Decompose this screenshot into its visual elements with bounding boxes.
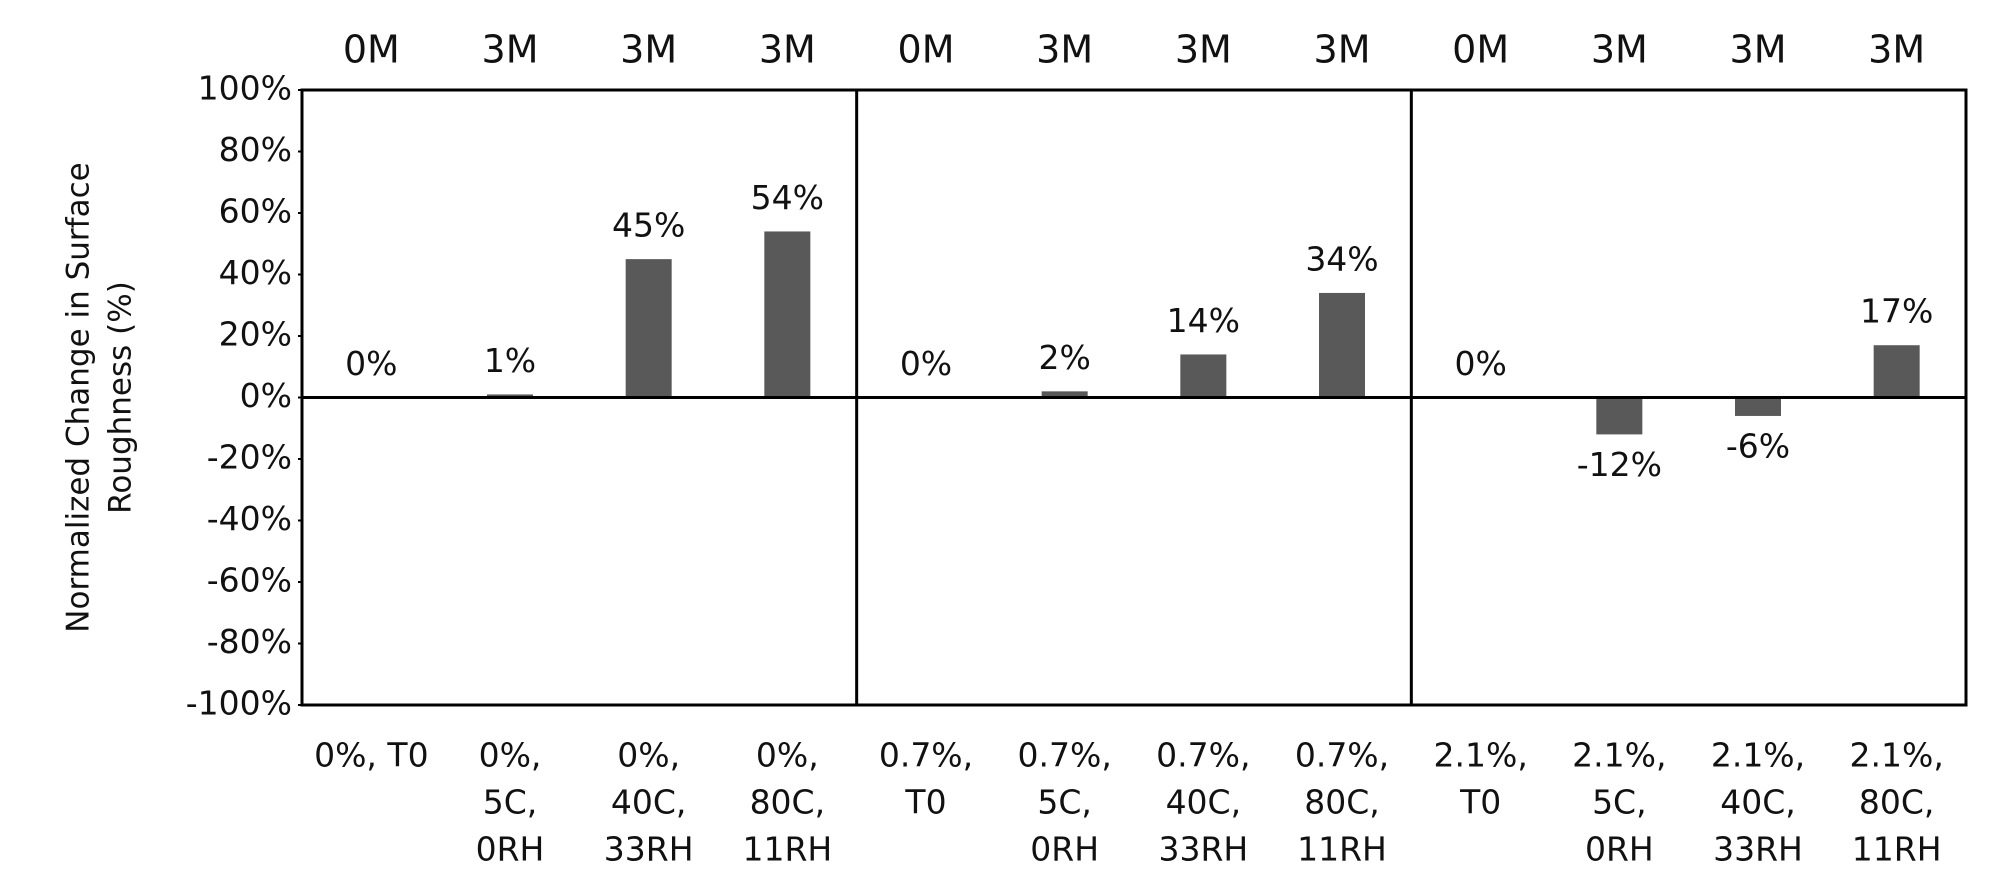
value-label: 45% bbox=[612, 206, 685, 245]
x-tick-label: 40C, bbox=[1166, 783, 1242, 822]
x-tick-label: 2.1%, bbox=[1434, 736, 1528, 775]
bar bbox=[764, 231, 811, 398]
x-tick-label: 2.1%, bbox=[1711, 736, 1805, 775]
x-tick-label: 33RH bbox=[604, 830, 694, 869]
x-tick-label: 0RH bbox=[1030, 830, 1099, 869]
bar bbox=[1873, 345, 1920, 398]
x-tick-label: 0.7%, bbox=[1156, 736, 1250, 775]
x-tick-label: 40C, bbox=[1720, 783, 1796, 822]
y-axis-title: Normalized Change in Surface bbox=[61, 162, 97, 632]
x-tick-label: 0.7%, bbox=[879, 736, 973, 775]
y-axis-title: Roughness (%) bbox=[103, 281, 139, 514]
top-label: 3M bbox=[1175, 28, 1232, 72]
x-tick-label: 0RH bbox=[476, 830, 545, 869]
top-label: 3M bbox=[620, 28, 677, 72]
value-label: 2% bbox=[1038, 338, 1090, 377]
x-tick-label: 0%, bbox=[617, 736, 680, 775]
y-tick-label: 40% bbox=[219, 253, 292, 292]
bar bbox=[1735, 397, 1781, 416]
value-label: -6% bbox=[1726, 426, 1790, 465]
x-tick-label: T0 bbox=[1459, 783, 1501, 822]
x-tick-label: 0.7%, bbox=[1018, 736, 1112, 775]
bar bbox=[1596, 397, 1643, 435]
bar bbox=[625, 259, 672, 398]
y-tick-label: 80% bbox=[219, 130, 292, 169]
x-tick-label: 33RH bbox=[1713, 830, 1803, 869]
x-tick-label: 0RH bbox=[1585, 830, 1654, 869]
value-label: 14% bbox=[1167, 301, 1240, 340]
x-tick-label: 40C, bbox=[611, 783, 687, 822]
x-tick-label: 2.1%, bbox=[1850, 736, 1944, 775]
top-label: 0M bbox=[1452, 28, 1509, 72]
x-tick-label: 11RH bbox=[1852, 830, 1942, 869]
top-label: 3M bbox=[1868, 28, 1925, 72]
top-label: 0M bbox=[343, 28, 400, 72]
top-label: 3M bbox=[1730, 28, 1787, 72]
value-label: 0% bbox=[345, 344, 397, 383]
y-tick-label: -20% bbox=[207, 438, 292, 477]
value-label: 17% bbox=[1860, 292, 1933, 331]
y-tick-label: -100% bbox=[186, 684, 292, 723]
bar bbox=[1180, 354, 1227, 398]
y-tick-label: 0% bbox=[240, 376, 292, 415]
top-label: 3M bbox=[1314, 28, 1371, 72]
x-tick-label: 80C, bbox=[750, 783, 826, 822]
value-label: 54% bbox=[751, 178, 824, 217]
value-label: 0% bbox=[1454, 344, 1506, 383]
x-tick-label: 11RH bbox=[1297, 830, 1387, 869]
y-tick-label: -60% bbox=[207, 561, 292, 600]
top-label: 3M bbox=[482, 28, 539, 72]
y-tick-label: -40% bbox=[207, 499, 292, 538]
y-tick-label: 100% bbox=[198, 69, 292, 108]
top-label: 3M bbox=[1036, 28, 1093, 72]
value-label: 1% bbox=[484, 341, 536, 380]
x-tick-label: 5C, bbox=[1592, 783, 1647, 822]
x-tick-label: 5C, bbox=[1037, 783, 1092, 822]
y-tick-label: 60% bbox=[219, 192, 292, 231]
x-tick-label: T0 bbox=[904, 783, 946, 822]
x-tick-label: 80C, bbox=[1859, 783, 1935, 822]
x-tick-label: 33RH bbox=[1158, 830, 1248, 869]
bar bbox=[1319, 292, 1365, 398]
top-label: 3M bbox=[1591, 28, 1648, 72]
value-label: 34% bbox=[1305, 239, 1378, 278]
x-tick-label: 2.1%, bbox=[1572, 736, 1666, 775]
x-tick-label: 0.7%, bbox=[1295, 736, 1389, 775]
x-tick-label: 11RH bbox=[742, 830, 832, 869]
top-label: 3M bbox=[759, 28, 816, 72]
value-label: -12% bbox=[1577, 445, 1662, 484]
bar bbox=[1041, 391, 1088, 398]
x-tick-label: 5C, bbox=[483, 783, 538, 822]
x-tick-label: 80C, bbox=[1304, 783, 1380, 822]
y-tick-label: 20% bbox=[219, 315, 292, 354]
x-tick-label: 0%, T0 bbox=[314, 736, 429, 775]
x-tick-label: 0%, bbox=[756, 736, 819, 775]
x-tick-label: 0%, bbox=[479, 736, 542, 775]
top-label: 0M bbox=[898, 28, 955, 72]
bar bbox=[487, 394, 533, 398]
y-tick-label: -80% bbox=[207, 622, 292, 661]
value-label: 0% bbox=[900, 344, 952, 383]
